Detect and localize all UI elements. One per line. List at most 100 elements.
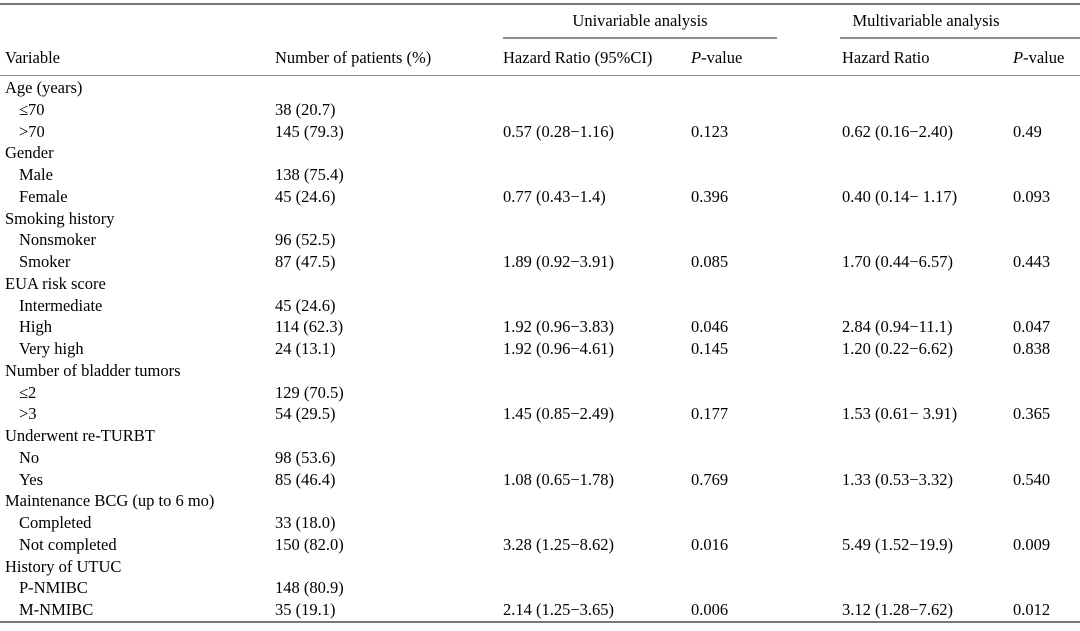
multi-hazard-ratio-cell (842, 425, 1013, 447)
n-patients-cell: 98 (53.6) (275, 447, 336, 467)
p-value-italic-p: P (1013, 48, 1024, 67)
variable-group-label: Number of bladder tumors (5, 360, 181, 380)
variable-cell: Very high (19, 339, 84, 358)
variable-cell: Yes (19, 469, 44, 489)
table-row: Intermediate 45 (24.6) (0, 295, 1080, 317)
variable-cell: ≤70 (19, 99, 45, 119)
multi-hazard-ratio-cell (842, 77, 1013, 99)
uni-p-value-cell (691, 99, 842, 121)
variable-cell: >70 (19, 121, 45, 141)
n-patients-cell: 145 (79.3) (275, 121, 344, 141)
table-row: Completed 33 (18.0) (0, 512, 1080, 534)
uni-hazard-ratio-cell (503, 164, 691, 186)
variable-cell: Not completed (19, 534, 117, 554)
multi-hazard-ratio-cell: 1.70 (0.44−6.57) (842, 252, 954, 271)
n-patients-cell (275, 490, 503, 512)
variable-group-label: EUA risk score (5, 273, 106, 293)
column-header-multi-p-value: P-value (1013, 48, 1080, 75)
table-row: Male 138 (75.4) (0, 164, 1080, 186)
uni-p-value-cell (691, 229, 842, 251)
multi-hazard-ratio-cell (842, 490, 1013, 512)
n-patients-cell: 138 (75.4) (275, 165, 344, 184)
uni-p-value-cell (691, 382, 842, 404)
table-row: >70 145 (79.3) 0.57 (0.28−1.16) 0.123 0.62 (… (0, 121, 1080, 143)
n-patients-cell: 35 (19.1) (275, 600, 336, 619)
multi-p-value-cell: 0.365 (1013, 404, 1051, 424)
table-row: Smoker 87 (47.5) 1.89 (0.92−3.91) 0.085 1.70… (0, 251, 1080, 273)
table-row: No 98 (53.6) (0, 447, 1080, 469)
table-row: ≤2 129 (70.5) (0, 382, 1080, 404)
uni-hazard-ratio-cell (503, 556, 691, 578)
uni-p-value-cell: 0.123 (691, 121, 729, 141)
multi-hazard-ratio-cell (842, 142, 1013, 164)
multi-hazard-ratio-cell (842, 99, 1013, 121)
uni-p-value-cell: 0.145 (691, 339, 729, 358)
multi-hazard-ratio-cell (842, 512, 1013, 534)
table-row: P-NMIBC 148 (80.9) (0, 577, 1080, 599)
table-row: Number of bladder tumors (0, 360, 1080, 382)
multi-hazard-ratio-cell (842, 273, 1013, 295)
uni-p-value-cell (691, 577, 842, 599)
table-row: >3 54 (29.5) 1.45 (0.85−2.49) 0.177 1.53 (0.… (0, 403, 1080, 425)
n-patients-cell: 96 (52.5) (275, 230, 336, 250)
table-row: M-NMIBC 35 (19.1) 2.14 (1.25−3.65) 0.006 3.1… (0, 599, 1080, 621)
group-header-univariable-label: Univariable analysis (572, 11, 708, 30)
n-patients-cell (275, 142, 503, 164)
uni-hazard-ratio-cell (503, 425, 691, 447)
table-row: Very high 24 (13.1) 1.92 (0.96−4.61) 0.145 1… (0, 338, 1080, 360)
multi-p-value-cell (1013, 229, 1080, 251)
n-patients-cell: 114 (62.3) (275, 317, 344, 337)
uni-hazard-ratio-cell: 3.28 (1.25−8.62) (503, 534, 615, 554)
group-header-multivariable-label: Multivariable analysis (852, 11, 1000, 30)
uni-hazard-ratio-cell (503, 273, 691, 295)
multi-p-value-cell: 0.009 (1013, 534, 1051, 554)
variable-group-label: Smoking history (5, 208, 115, 228)
variable-group-label: Gender (5, 143, 54, 163)
n-patients-cell (275, 425, 503, 447)
uni-hazard-ratio-cell (503, 490, 691, 512)
multi-p-value-cell: 0.443 (1013, 252, 1051, 271)
uni-p-value-cell (691, 273, 842, 295)
n-patients-cell (275, 360, 503, 382)
multi-p-value-cell (1013, 77, 1080, 99)
group-header-univariable: Univariable analysis (503, 5, 777, 39)
uni-hazard-ratio-cell: 1.92 (0.96−3.83) (503, 317, 615, 337)
uni-hazard-ratio-cell (503, 208, 691, 230)
uni-p-value-cell (691, 360, 842, 382)
multi-hazard-ratio-cell (842, 447, 1013, 469)
group-header-row: Univariable analysis Multivariable analy… (0, 5, 1080, 39)
multi-hazard-ratio-cell (842, 164, 1013, 186)
multi-p-value-cell (1013, 142, 1080, 164)
column-header-uni-hazard-ratio: Hazard Ratio (95%CI) (503, 48, 653, 67)
variable-cell: Male (19, 165, 53, 184)
uni-p-value-cell: 0.006 (691, 600, 729, 619)
uni-p-value-cell (691, 142, 842, 164)
uni-hazard-ratio-cell (503, 142, 691, 164)
uni-hazard-ratio-cell (503, 382, 691, 404)
multi-p-value-cell: 0.047 (1013, 317, 1051, 337)
uni-hazard-ratio-cell (503, 77, 691, 99)
column-header-n-patients: Number of patients (%) (275, 48, 432, 67)
multi-hazard-ratio-cell (842, 295, 1013, 317)
n-patients-cell: 54 (29.5) (275, 404, 336, 424)
uni-hazard-ratio-cell (503, 360, 691, 382)
multi-hazard-ratio-cell (842, 208, 1013, 230)
multi-hazard-ratio-cell: 5.49 (1.52−19.9) (842, 534, 954, 554)
table-row: Underwent re-TURBT (0, 425, 1080, 447)
uni-p-value-cell (691, 295, 842, 317)
n-patients-cell: 33 (18.0) (275, 513, 336, 532)
variable-cell: Completed (19, 513, 92, 532)
multi-hazard-ratio-cell (842, 382, 1013, 404)
bottom-rule (0, 620, 1080, 623)
uni-p-value-cell: 0.396 (691, 186, 729, 206)
variable-group-label: Maintenance BCG (up to 6 mo) (5, 491, 215, 511)
uni-p-value-cell (691, 556, 842, 578)
n-patients-cell: 129 (70.5) (275, 382, 344, 402)
multi-hazard-ratio-cell (842, 229, 1013, 251)
multi-hazard-ratio-cell (842, 577, 1013, 599)
multi-hazard-ratio-cell: 2.84 (0.94−11.1) (842, 317, 953, 337)
multi-p-value-cell: 0.49 (1013, 121, 1042, 141)
analysis-table: Univariable analysis Multivariable analy… (0, 3, 1080, 623)
table-row: Nonsmoker 96 (52.5) (0, 229, 1080, 251)
n-patients-cell (275, 208, 503, 230)
